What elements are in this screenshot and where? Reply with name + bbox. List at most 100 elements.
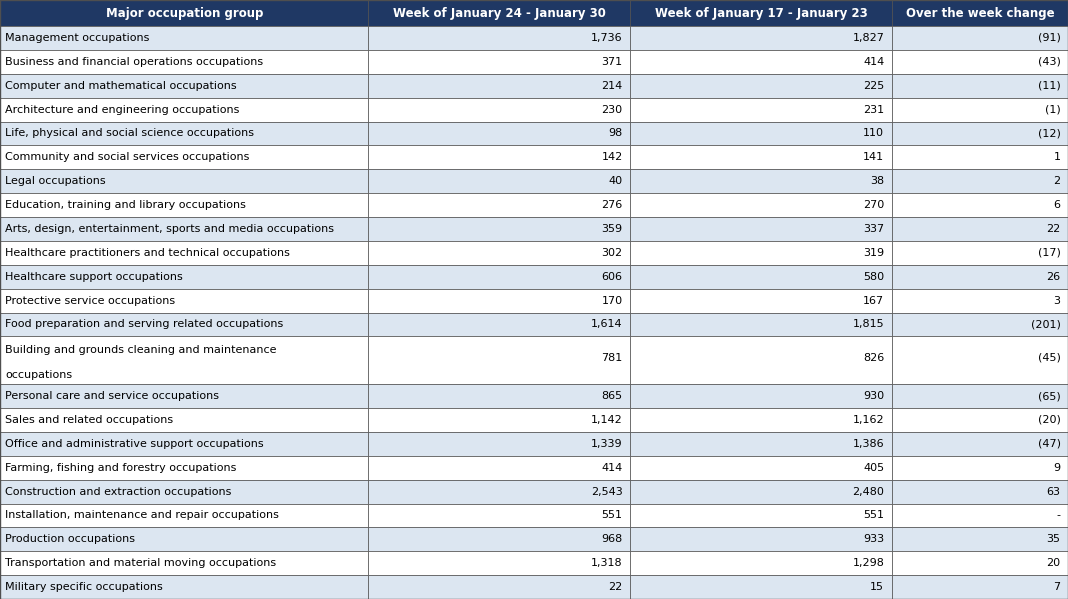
Text: (47): (47) <box>1037 439 1061 449</box>
Text: 35: 35 <box>1047 534 1061 544</box>
Bar <box>0 432 368 456</box>
Text: 405: 405 <box>863 462 884 473</box>
Text: 414: 414 <box>863 57 884 67</box>
Bar <box>630 98 892 122</box>
Text: 270: 270 <box>863 200 884 210</box>
Bar <box>630 265 892 289</box>
Bar <box>0 551 368 575</box>
Text: 26: 26 <box>1047 272 1061 282</box>
Bar <box>630 337 892 384</box>
Text: 2,480: 2,480 <box>852 486 884 497</box>
Bar <box>892 289 1068 313</box>
Text: 551: 551 <box>601 510 623 521</box>
Text: 6: 6 <box>1053 200 1061 210</box>
Text: -: - <box>1056 510 1061 521</box>
Text: 3: 3 <box>1053 295 1061 305</box>
Text: Office and administrative support occupations: Office and administrative support occupa… <box>5 439 264 449</box>
Bar <box>630 26 892 50</box>
Text: (17): (17) <box>1038 248 1061 258</box>
Bar <box>630 480 892 504</box>
Text: Arts, design, entertainment, sports and media occupations: Arts, design, entertainment, sports and … <box>5 224 334 234</box>
Text: 606: 606 <box>601 272 623 282</box>
Bar <box>368 551 630 575</box>
Text: 225: 225 <box>863 81 884 90</box>
Text: 359: 359 <box>601 224 623 234</box>
Bar <box>368 98 630 122</box>
Text: 781: 781 <box>601 353 623 363</box>
Bar <box>630 408 892 432</box>
Text: (1): (1) <box>1045 105 1061 114</box>
Text: 2: 2 <box>1053 176 1061 186</box>
Bar <box>630 74 892 98</box>
Text: Transportation and material moving occupations: Transportation and material moving occup… <box>5 558 277 568</box>
Bar <box>368 575 630 599</box>
Text: (11): (11) <box>1038 81 1061 90</box>
Bar <box>0 265 368 289</box>
Text: 230: 230 <box>601 105 623 114</box>
Bar <box>368 527 630 551</box>
Bar <box>630 313 892 337</box>
Text: Over the week change: Over the week change <box>906 7 1054 20</box>
Bar <box>630 193 892 217</box>
Bar <box>0 575 368 599</box>
Text: 302: 302 <box>601 248 623 258</box>
Bar <box>630 551 892 575</box>
Text: occupations: occupations <box>5 370 73 380</box>
Bar <box>892 0 1068 26</box>
Bar <box>892 146 1068 170</box>
Bar <box>630 504 892 527</box>
Bar <box>0 193 368 217</box>
Bar <box>892 504 1068 527</box>
Bar <box>0 0 368 26</box>
Bar <box>0 74 368 98</box>
Text: (201): (201) <box>1031 319 1061 329</box>
Text: 110: 110 <box>863 128 884 138</box>
Bar <box>0 480 368 504</box>
Bar <box>0 241 368 265</box>
Bar <box>630 575 892 599</box>
Bar <box>630 122 892 146</box>
Bar <box>892 193 1068 217</box>
Bar <box>892 217 1068 241</box>
Text: Healthcare support occupations: Healthcare support occupations <box>5 272 183 282</box>
Text: 22: 22 <box>609 582 623 592</box>
Text: 214: 214 <box>601 81 623 90</box>
Text: 1,736: 1,736 <box>591 33 623 43</box>
Bar <box>368 0 630 26</box>
Text: Protective service occupations: Protective service occupations <box>5 295 175 305</box>
Bar <box>630 241 892 265</box>
Text: 826: 826 <box>863 353 884 363</box>
Text: 7: 7 <box>1053 582 1061 592</box>
Bar <box>0 50 368 74</box>
Bar <box>368 480 630 504</box>
Bar <box>368 241 630 265</box>
Bar <box>0 170 368 193</box>
Bar <box>0 504 368 527</box>
Text: Major occupation group: Major occupation group <box>106 7 263 20</box>
Text: 933: 933 <box>863 534 884 544</box>
Text: Life, physical and social science occupations: Life, physical and social science occupa… <box>5 128 254 138</box>
Text: 167: 167 <box>863 295 884 305</box>
Bar <box>368 456 630 480</box>
Text: 371: 371 <box>601 57 623 67</box>
Bar <box>368 265 630 289</box>
Bar <box>892 50 1068 74</box>
Text: (65): (65) <box>1038 391 1061 401</box>
Bar <box>630 217 892 241</box>
Bar <box>892 122 1068 146</box>
Bar <box>368 408 630 432</box>
Text: (43): (43) <box>1038 57 1061 67</box>
Text: 20: 20 <box>1047 558 1061 568</box>
Bar <box>0 313 368 337</box>
Text: 231: 231 <box>863 105 884 114</box>
Bar <box>630 146 892 170</box>
Text: 276: 276 <box>601 200 623 210</box>
Bar <box>368 432 630 456</box>
Text: 98: 98 <box>609 128 623 138</box>
Text: Week of January 24 - January 30: Week of January 24 - January 30 <box>393 7 606 20</box>
Bar <box>892 575 1068 599</box>
Bar <box>892 551 1068 575</box>
Text: (91): (91) <box>1038 33 1061 43</box>
Text: Sales and related occupations: Sales and related occupations <box>5 415 173 425</box>
Text: Farming, fishing and forestry occupations: Farming, fishing and forestry occupation… <box>5 462 237 473</box>
